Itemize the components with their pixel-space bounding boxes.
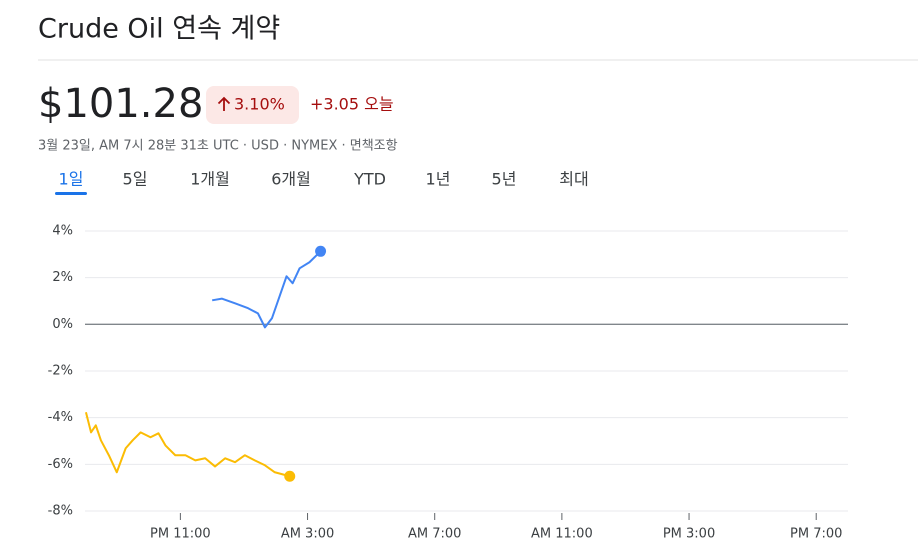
tab[interactable]: 1일 xyxy=(59,170,84,189)
y-tick-label: 4% xyxy=(52,224,73,239)
tab[interactable]: 5년 xyxy=(492,170,517,189)
x-tick-label: AM 7:00 xyxy=(408,527,461,542)
y-tick-label: 0% xyxy=(52,317,73,332)
end-dot xyxy=(315,245,327,257)
change-percent: 3.10% xyxy=(234,95,285,114)
y-tick-label: -4% xyxy=(48,410,73,425)
tab[interactable]: YTD xyxy=(353,170,386,189)
subtitle: 3월 23일, AM 7시 28분 31초 UTC · USD · NYMEX … xyxy=(38,139,398,154)
y-tick-label: -8% xyxy=(48,504,73,519)
y-tick-label: 2% xyxy=(52,270,73,285)
tab[interactable]: 5일 xyxy=(123,170,148,189)
tab-underline xyxy=(55,192,87,195)
change-today: +3.05 오늘 xyxy=(310,95,394,114)
tab[interactable]: 최대 xyxy=(559,170,588,189)
x-tick-label: AM 11:00 xyxy=(531,527,593,542)
price-line xyxy=(212,250,322,329)
x-tick-label: PM 11:00 xyxy=(150,527,211,542)
up-arrow xyxy=(217,96,231,111)
price: $101.28 xyxy=(38,81,203,127)
tab[interactable]: 6개월 xyxy=(271,170,311,189)
x-tick-label: PM 7:00 xyxy=(790,527,842,542)
tab[interactable]: 1년 xyxy=(426,170,451,189)
x-tick-label: AM 3:00 xyxy=(281,527,334,542)
price-line xyxy=(84,412,290,478)
end-dot xyxy=(284,470,296,482)
y-tick-label: -6% xyxy=(48,457,73,472)
x-tick-label: PM 3:00 xyxy=(663,527,715,542)
change-badge xyxy=(206,86,299,124)
title: Crude Oil 연속 계약 xyxy=(38,14,280,45)
tab[interactable]: 1개월 xyxy=(190,170,230,189)
y-tick-label: -2% xyxy=(48,364,73,379)
